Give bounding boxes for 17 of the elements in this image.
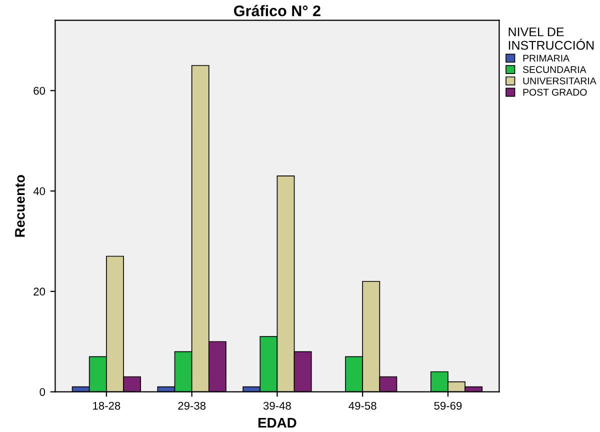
legend-label: SECUNDARIA bbox=[522, 66, 586, 74]
chart-title: Gráfico N° 2 bbox=[234, 4, 320, 16]
legend-label: UNIVERSITARIA bbox=[523, 77, 596, 84]
x-tick-label: 39-48 bbox=[263, 402, 291, 410]
legend-label: PRIMARIA bbox=[523, 54, 570, 62]
x-tick-label: 59-69 bbox=[434, 402, 462, 410]
y-tick-label: 60 bbox=[34, 86, 46, 95]
x-tick-label: 49-58 bbox=[348, 402, 376, 410]
x-axis-title: EDAD bbox=[258, 418, 296, 428]
y-tick-label: 0 bbox=[40, 388, 46, 396]
x-tick-label: 18-28 bbox=[93, 402, 120, 410]
legend-title: NIVEL DE INSTRUCCIÓN bbox=[508, 28, 594, 50]
y-axis-title: Recuento bbox=[15, 174, 25, 237]
y-tick-label: 20 bbox=[34, 288, 46, 296]
legend-label: POST GRADO bbox=[523, 88, 587, 96]
y-tick-label: 40 bbox=[33, 187, 46, 196]
x-tick-label: 29-38 bbox=[178, 402, 206, 410]
